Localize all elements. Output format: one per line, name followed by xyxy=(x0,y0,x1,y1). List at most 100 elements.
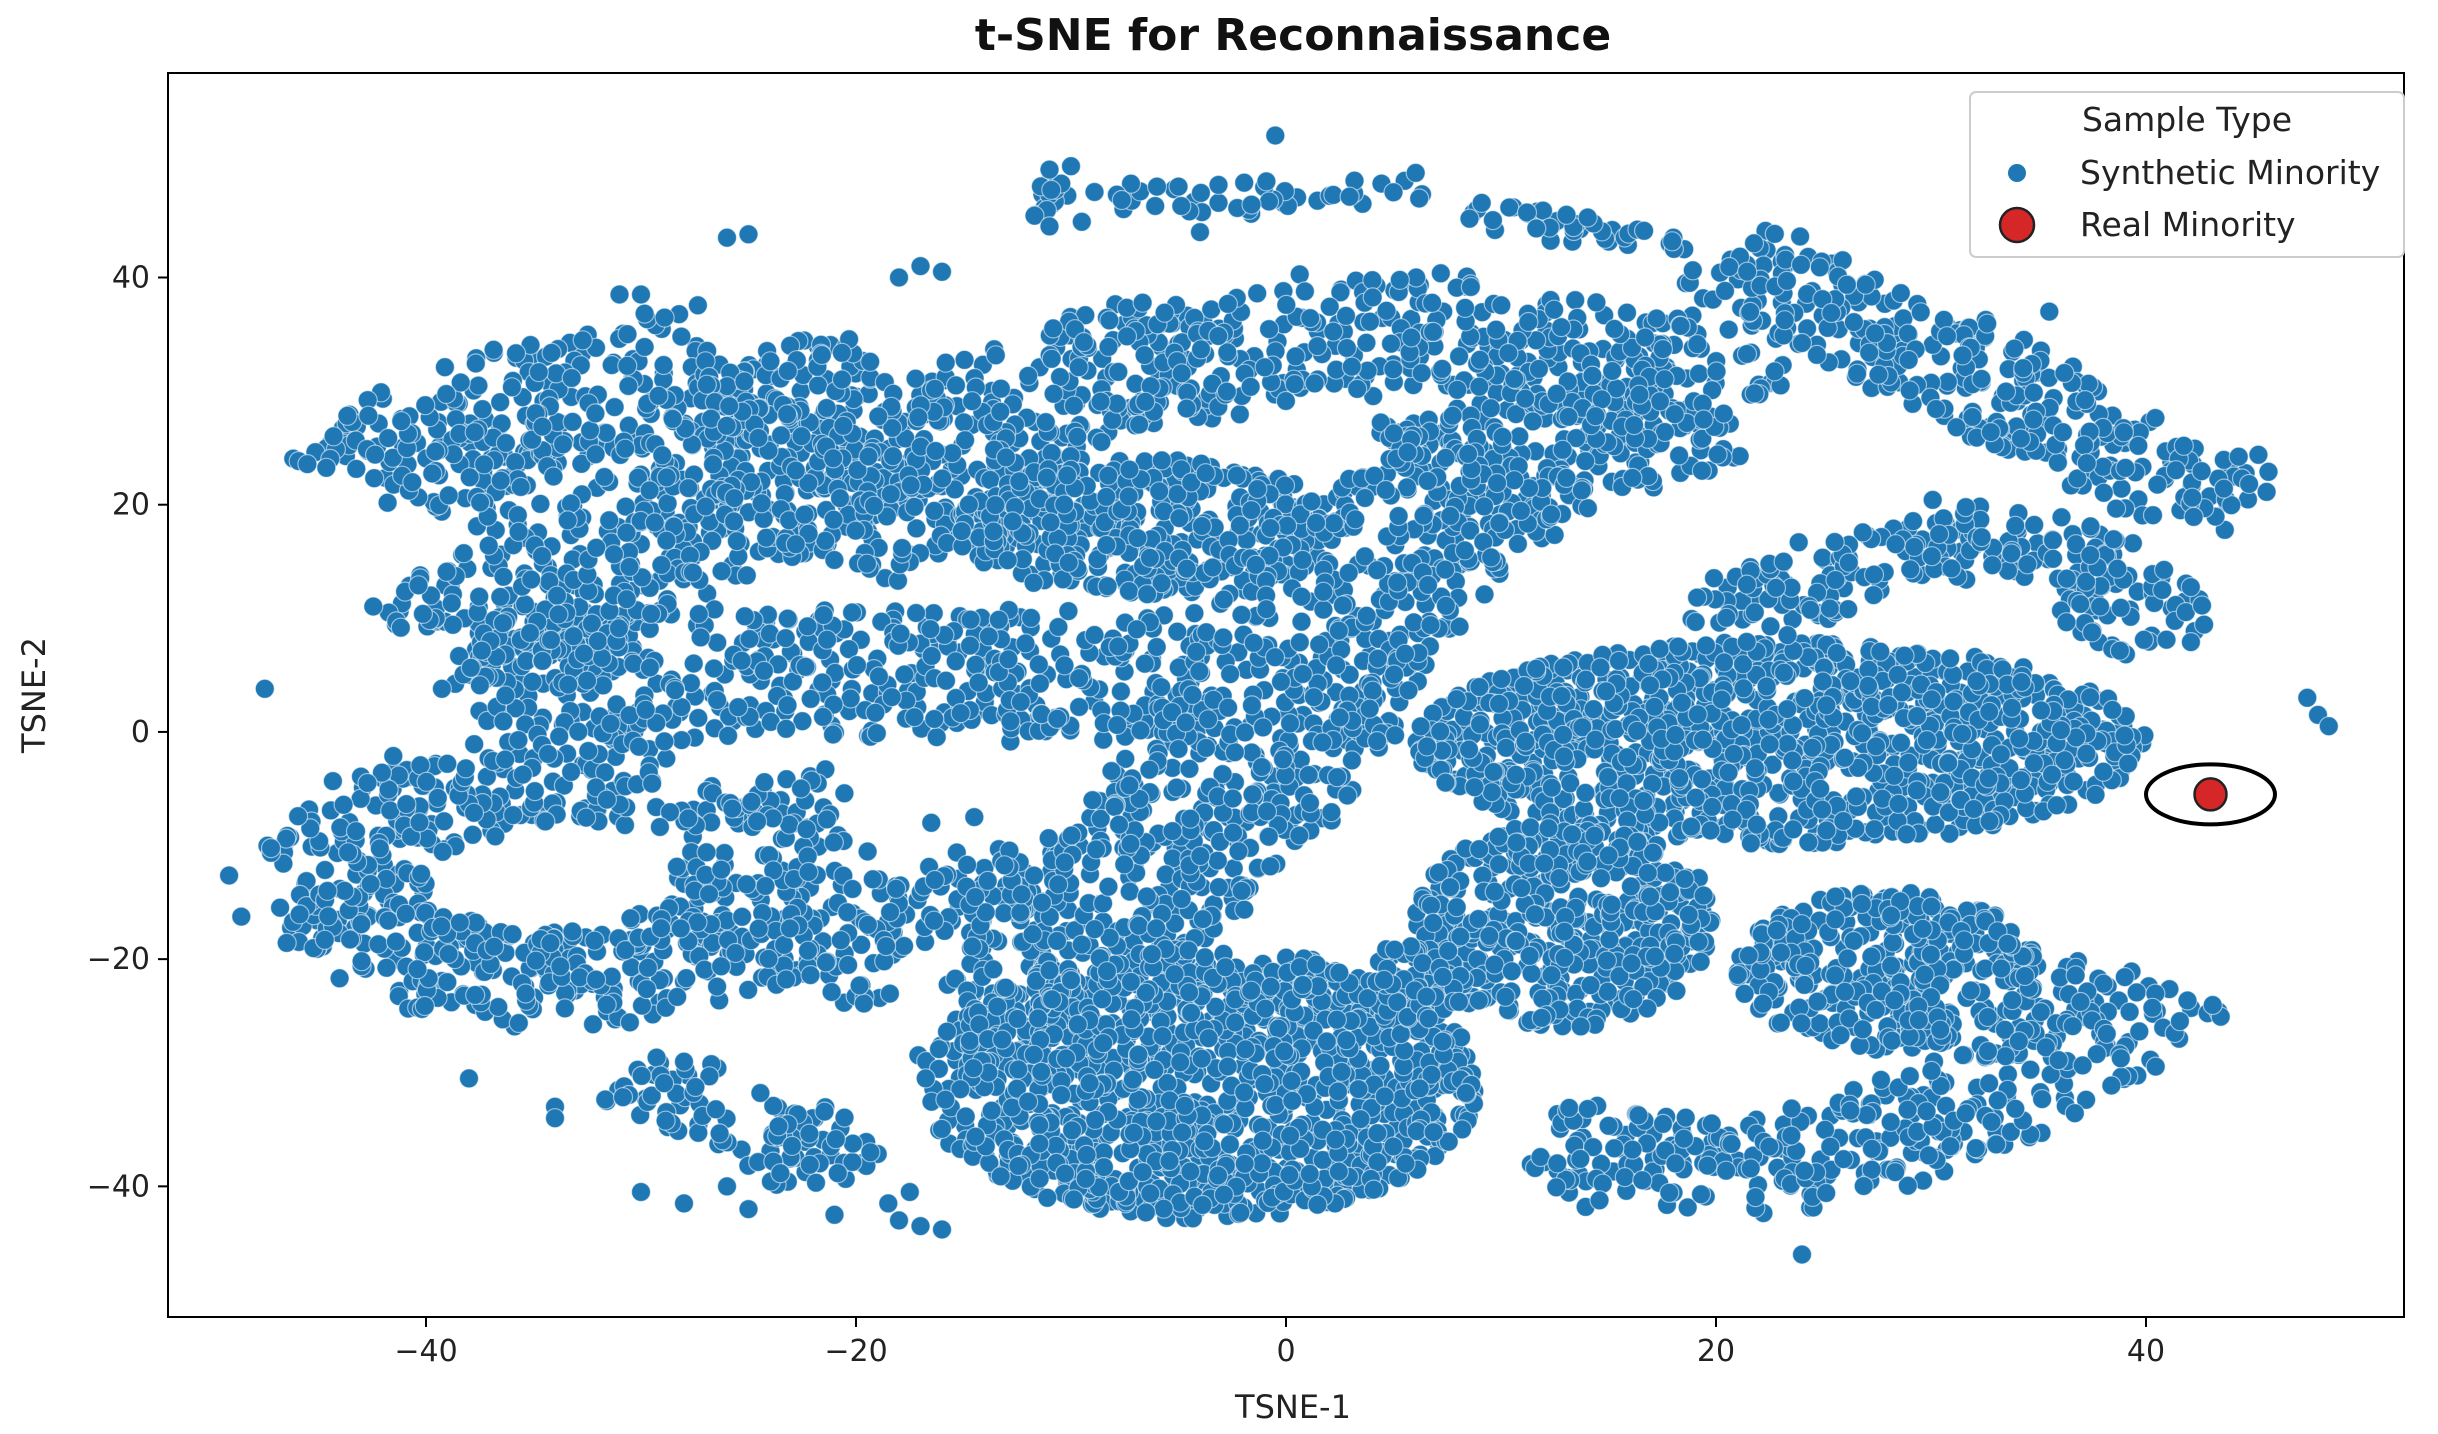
synthetic-point xyxy=(1356,605,1377,626)
synthetic-point xyxy=(1151,676,1172,698)
synthetic-point xyxy=(438,485,459,506)
synthetic-point xyxy=(1226,465,1247,486)
synthetic-point xyxy=(1075,1168,1096,1190)
synthetic-point xyxy=(1256,801,1278,822)
synthetic-point xyxy=(785,460,806,481)
synthetic-point xyxy=(1116,326,1138,347)
synthetic-point xyxy=(1241,695,1263,716)
synthetic-point xyxy=(666,856,688,877)
synthetic-point xyxy=(931,1118,953,1140)
synthetic-point xyxy=(1289,957,1310,978)
synthetic-point xyxy=(558,674,579,695)
synthetic-point xyxy=(427,787,448,809)
synthetic-point xyxy=(1284,374,1305,395)
synthetic-point xyxy=(1092,893,1114,914)
synthetic-point xyxy=(997,550,1018,571)
synthetic-point xyxy=(1018,365,1039,386)
synthetic-point xyxy=(1170,1052,1191,1073)
synthetic-point xyxy=(1134,653,1155,674)
synthetic-point xyxy=(651,554,672,576)
synthetic-point xyxy=(1469,349,1491,370)
synthetic-point xyxy=(617,355,638,376)
synthetic-point xyxy=(823,509,844,530)
synthetic-point xyxy=(1652,339,1674,360)
synthetic-point xyxy=(644,512,665,533)
synthetic-point xyxy=(1252,717,1274,738)
synthetic-point xyxy=(924,708,945,730)
synthetic-point xyxy=(1008,1059,1029,1080)
synthetic-point xyxy=(1141,944,1162,965)
synthetic-point xyxy=(928,1038,950,1060)
synthetic-point xyxy=(436,383,457,405)
synthetic-point xyxy=(1341,356,1362,377)
synthetic-point xyxy=(1455,1082,1477,1104)
synthetic-point xyxy=(434,811,455,832)
synthetic-point xyxy=(1363,1179,1384,1200)
synthetic-point xyxy=(1321,802,1342,823)
synthetic-point xyxy=(1440,505,1461,527)
synthetic-point xyxy=(1207,1165,1229,1186)
synthetic-point xyxy=(1217,293,1239,314)
synthetic-point xyxy=(639,480,660,501)
synthetic-point xyxy=(576,670,598,691)
synthetic-point xyxy=(1688,363,1710,384)
synthetic-point xyxy=(1084,624,1105,646)
synthetic-point xyxy=(905,368,926,389)
synthetic-point xyxy=(904,496,925,517)
synthetic-point xyxy=(521,569,542,590)
synthetic-point xyxy=(1068,357,1089,378)
synthetic-point xyxy=(1301,491,1322,512)
synthetic-point xyxy=(1602,360,1623,382)
synthetic-point xyxy=(1010,691,1031,713)
synthetic-point xyxy=(841,602,863,623)
synthetic-point xyxy=(845,520,866,541)
synthetic-point xyxy=(703,658,725,679)
synthetic-point xyxy=(1068,668,1090,689)
synthetic-point xyxy=(1417,470,1438,492)
synthetic-point xyxy=(1338,562,1359,584)
synthetic-point xyxy=(816,397,837,419)
synthetic-point xyxy=(1097,576,1118,597)
synthetic-point xyxy=(1646,308,1667,329)
synthetic-point xyxy=(734,371,755,392)
synthetic-point xyxy=(1179,758,1200,779)
synthetic-point xyxy=(695,496,716,517)
synthetic-point xyxy=(978,626,999,647)
synthetic-point xyxy=(831,342,853,363)
synthetic-point xyxy=(1119,881,1140,902)
synthetic-point xyxy=(560,493,582,514)
synthetic-point xyxy=(998,649,1019,670)
synthetic-point xyxy=(468,375,489,396)
synthetic-point xyxy=(678,478,699,499)
synthetic-point xyxy=(1397,442,1418,463)
synthetic-point xyxy=(816,629,838,650)
synthetic-point xyxy=(1348,1078,1369,1100)
synthetic-point xyxy=(1222,822,1244,843)
synthetic-point xyxy=(1096,961,1118,982)
synthetic-point xyxy=(652,445,673,466)
synthetic-point xyxy=(501,377,522,398)
synthetic-point xyxy=(1543,299,1565,320)
synthetic-point xyxy=(508,521,529,542)
synthetic-point xyxy=(706,689,728,711)
synthetic-point xyxy=(1126,619,1147,640)
synthetic-point xyxy=(323,426,344,447)
synthetic-point xyxy=(987,996,1008,1017)
synthetic-point xyxy=(775,627,796,649)
synthetic-point xyxy=(1122,1069,1144,1090)
synthetic-point xyxy=(1054,494,1075,515)
synthetic-point xyxy=(1510,500,1532,521)
synthetic-point xyxy=(775,718,797,739)
synthetic-point xyxy=(1268,1018,1289,1039)
synthetic-point xyxy=(1247,478,1268,500)
synthetic-point xyxy=(1509,426,1530,447)
synthetic-point xyxy=(617,324,638,345)
synthetic-point xyxy=(1279,1164,1300,1186)
synthetic-point xyxy=(297,454,318,475)
synthetic-point xyxy=(1176,398,1197,419)
synthetic-point xyxy=(1328,620,1349,641)
synthetic-point xyxy=(1313,599,1334,620)
synthetic-point xyxy=(1435,447,1456,468)
synthetic-point xyxy=(1213,1114,1235,1135)
synthetic-point xyxy=(1093,1033,1114,1054)
